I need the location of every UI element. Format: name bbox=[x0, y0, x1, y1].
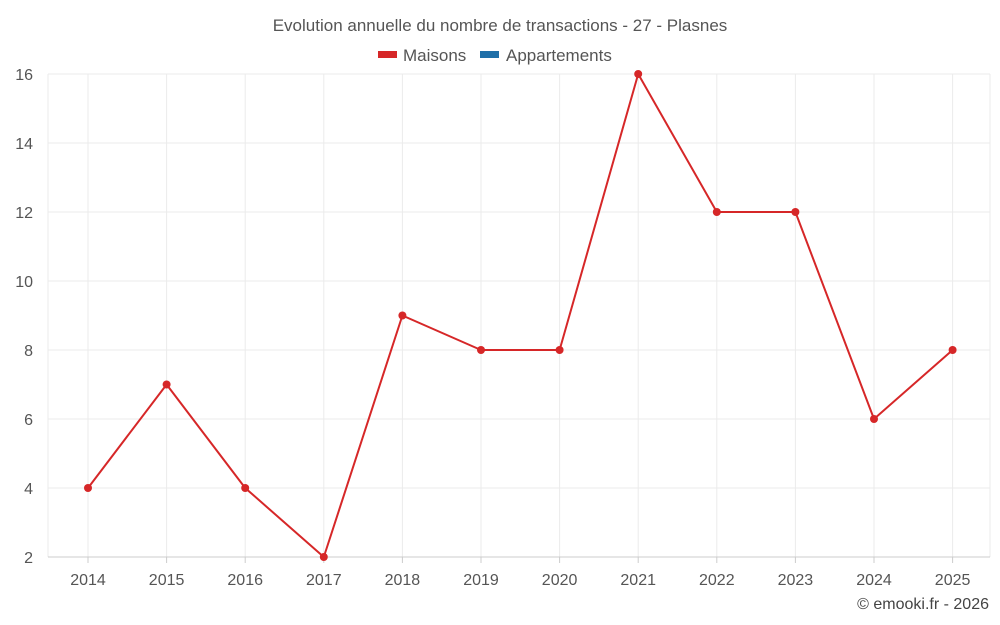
data-point[interactable] bbox=[948, 346, 957, 354]
series-line-maisons bbox=[87, 73, 954, 558]
x-tick-label: 2017 bbox=[306, 572, 342, 589]
data-point[interactable] bbox=[712, 208, 721, 216]
y-tick-label: 6 bbox=[24, 412, 33, 429]
credit: © emooki.fr - 2026 bbox=[857, 596, 989, 613]
data-point[interactable] bbox=[477, 346, 485, 354]
legend-label-appartements[interactable]: Appartements bbox=[506, 46, 612, 65]
legend-swatch-appartements[interactable] bbox=[480, 51, 499, 58]
legend-swatch-maisons[interactable] bbox=[378, 51, 397, 58]
data-point[interactable] bbox=[634, 70, 643, 78]
y-tick-label: 8 bbox=[24, 343, 33, 360]
grid bbox=[47, 73, 991, 557]
y-tick-label: 16 bbox=[15, 67, 33, 84]
x-tick-label: 2022 bbox=[699, 572, 735, 589]
y-tick-label: 2 bbox=[24, 550, 33, 567]
x-tick-label: 2019 bbox=[463, 572, 499, 589]
legend-label-maisons[interactable]: Maisons bbox=[403, 46, 466, 65]
y-tick-label: 14 bbox=[15, 136, 33, 153]
x-tick-label: 2020 bbox=[542, 572, 578, 589]
data-point[interactable] bbox=[870, 415, 878, 423]
x-tick-label: 2015 bbox=[149, 572, 185, 589]
data-point[interactable] bbox=[84, 484, 92, 492]
x-tick-label: 2024 bbox=[856, 572, 892, 589]
y-tick-label: 12 bbox=[15, 205, 33, 222]
series-maisons bbox=[84, 70, 957, 561]
y-tick-label: 4 bbox=[24, 481, 33, 498]
data-point[interactable] bbox=[241, 484, 250, 492]
x-tick-label: 2018 bbox=[385, 572, 421, 589]
x-tick-label: 2025 bbox=[935, 572, 971, 589]
x-tick-label: 2016 bbox=[227, 572, 263, 589]
x-tick-label: 2021 bbox=[620, 572, 656, 589]
data-point[interactable] bbox=[398, 311, 407, 320]
axes: 2 4 6 8 10 12 14 16 2014 2015 2016 2017 2018 2019 2020… bbox=[15, 67, 990, 589]
legend: Maisons Appartements bbox=[378, 46, 612, 65]
chart-title: Evolution annuelle du nombre de transact… bbox=[273, 16, 728, 35]
data-point[interactable] bbox=[162, 380, 171, 389]
x-tick-label: 2014 bbox=[70, 572, 106, 589]
data-point[interactable] bbox=[319, 553, 328, 561]
y-tick-label: 10 bbox=[15, 274, 33, 291]
x-tick-label: 2023 bbox=[778, 572, 814, 589]
data-point[interactable] bbox=[791, 208, 800, 216]
data-point[interactable] bbox=[555, 346, 564, 354]
